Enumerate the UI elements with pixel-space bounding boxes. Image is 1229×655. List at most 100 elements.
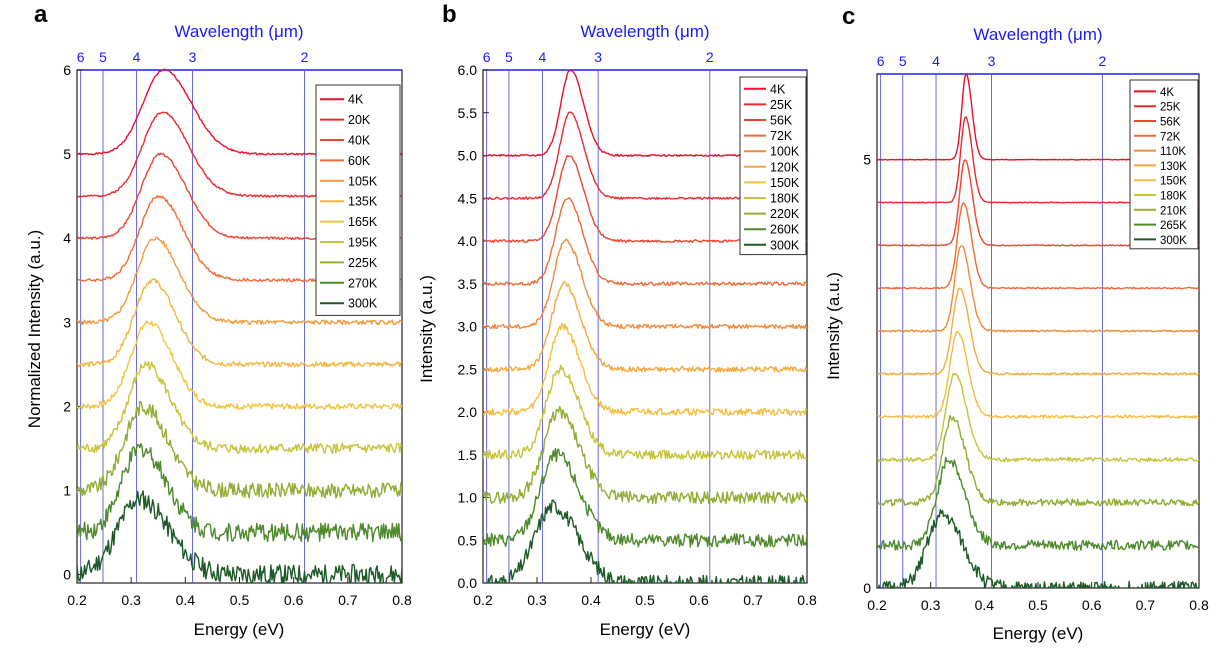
panel-a-y-tick-label: 6 <box>63 62 71 78</box>
series-line-180K <box>483 364 807 461</box>
panel-b-wavelength-tick-label: 6 <box>483 49 491 65</box>
panel-b-x-tick-label: 0.5 <box>635 592 655 608</box>
panel-a-wavelength-tick-label: 6 <box>77 49 85 65</box>
panel-a-y-tick-label: 3 <box>63 314 71 330</box>
panel-c-y-title: Intensity (a.u.) <box>824 272 843 380</box>
panel-c-wavelength-tick-label: 4 <box>932 53 940 69</box>
panel-b-x-tick-label: 0.7 <box>743 592 763 608</box>
panel-a-wavelength-tick-label: 2 <box>301 49 309 65</box>
legend-label-300K: 300K <box>1160 235 1187 247</box>
panel-b-y-tick-label: 2.0 <box>458 404 478 420</box>
panel-b-x-tick-label: 0.3 <box>527 592 547 608</box>
panel-a-top-title: Wavelength (μm) <box>174 22 303 41</box>
panel-b-x-title: Energy (eV) <box>600 620 691 639</box>
series-line-165K <box>77 320 402 410</box>
panel-b-y-tick-label: 4.0 <box>458 233 478 249</box>
legend-label-120K: 120K <box>770 160 800 174</box>
legend-label-4K: 4K <box>348 93 364 107</box>
legend-label-165K: 165K <box>348 215 378 229</box>
series-line-265K <box>877 456 1199 551</box>
panel-c-x-tick-label: 0.5 <box>1028 597 1048 613</box>
legend-label-130K: 130K <box>1160 161 1187 173</box>
panel-b-y-tick-label: 3.5 <box>458 276 478 292</box>
legend-label-150K: 150K <box>770 176 800 190</box>
panel-b-x-tick-label: 0.2 <box>473 592 493 608</box>
panel-c-letter: c <box>842 3 855 30</box>
series-line-110K <box>877 245 1199 333</box>
legend-label-20K: 20K <box>348 113 371 127</box>
legend-label-300K: 300K <box>348 297 378 311</box>
series-line-195K <box>77 361 402 455</box>
panel-c: c Wavelength (μm) Energy (eV) Intensity … <box>824 3 1209 643</box>
panel-a-letter: a <box>34 1 48 28</box>
legend-label-220K: 220K <box>770 207 800 221</box>
panel-a-y-tick-label: 5 <box>63 146 71 162</box>
legend-label-270K: 270K <box>348 276 378 290</box>
legend-label-260K: 260K <box>770 223 800 237</box>
legend-label-180K: 180K <box>770 192 800 206</box>
panel-b-y-tick-label: 1.0 <box>458 490 478 506</box>
panel-a-y-tick-label: 2 <box>63 398 71 414</box>
panel-b-y-tick-label: 4.5 <box>458 190 478 206</box>
panel-b-top-title: Wavelength (μm) <box>580 22 709 41</box>
legend-label-225K: 225K <box>348 256 378 270</box>
panel-b-y-tick-label: 3.0 <box>458 319 478 335</box>
legend-label-195K: 195K <box>348 236 378 250</box>
panel-a-y-tick-label: 1 <box>63 482 71 498</box>
panel-c-x-tick-label: 0.4 <box>975 597 995 613</box>
series-line-150K <box>483 322 807 417</box>
panel-b-y-tick-label: 6.0 <box>458 62 478 78</box>
panel-b-wavelength-tick-label: 4 <box>539 49 547 65</box>
panel-b-y-tick-label: 0.5 <box>458 532 478 548</box>
panel-c-y-tick-label: 0 <box>863 580 871 596</box>
series-line-120K <box>483 281 807 373</box>
legend-label-105K: 105K <box>348 174 378 188</box>
panel-a-x-tick-label: 0.5 <box>230 592 250 608</box>
series-line-150K <box>877 330 1199 419</box>
panel-b-wavelength-tick-label: 5 <box>505 49 513 65</box>
legend-label-210K: 210K <box>1160 205 1187 217</box>
panel-c-wavelength-tick-label: 6 <box>877 53 885 69</box>
panel-c-wavelength-tick-label: 3 <box>988 53 996 69</box>
panel-c-top-title: Wavelength (μm) <box>973 25 1102 44</box>
panel-b-x-tick-label: 0.6 <box>689 592 709 608</box>
legend-label-300K: 300K <box>770 238 800 252</box>
panel-c-x-tick-label: 0.7 <box>1136 597 1156 613</box>
panel-b: b Wavelength (μm) Energy (eV) Intensity … <box>417 1 817 639</box>
series-line-130K <box>877 287 1199 376</box>
series-line-210K <box>877 415 1199 507</box>
panel-b-y-title: Intensity (a.u.) <box>417 275 436 383</box>
panel-b-y-tick-label: 0.0 <box>458 575 478 591</box>
panel-a-wavelength-tick-label: 4 <box>133 49 141 65</box>
panel-b-x-tick-label: 0.8 <box>797 592 817 608</box>
legend-label-25K: 25K <box>1160 102 1181 114</box>
panel-a-x-tick-label: 0.3 <box>121 592 141 608</box>
legend-label-150K: 150K <box>1160 176 1187 188</box>
panel-c-x-tick-label: 0.3 <box>921 597 941 613</box>
legend-label-4K: 4K <box>770 82 786 96</box>
legend-label-135K: 135K <box>348 195 378 209</box>
panel-b-y-tick-label: 5.0 <box>458 148 478 164</box>
series-line-135K <box>77 278 402 368</box>
panel-a-x-title: Energy (eV) <box>194 620 285 639</box>
panel-a-y-tick-label: 4 <box>63 230 71 246</box>
panel-c-x-title: Energy (eV) <box>993 624 1084 643</box>
panel-a-y-title: Normalized Intensity (a.u.) <box>25 230 44 428</box>
series-line-300K <box>77 490 402 583</box>
series-line-260K <box>483 448 807 548</box>
panel-c-x-tick-label: 0.2 <box>867 597 887 613</box>
series-line-220K <box>483 405 807 505</box>
panel-a-wavelength-tick-label: 3 <box>189 49 197 65</box>
legend-label-40K: 40K <box>348 134 371 148</box>
legend-label-110K: 110K <box>1160 146 1186 158</box>
panel-a-x-tick-label: 0.7 <box>338 592 358 608</box>
panel-b-wavelength-tick-label: 3 <box>594 49 602 65</box>
panel-c-x-tick-label: 0.6 <box>1082 597 1102 613</box>
legend-label-25K: 25K <box>770 98 793 112</box>
panel-a-x-tick-label: 0.6 <box>284 592 304 608</box>
legend-label-265K: 265K <box>1160 220 1187 232</box>
legend-label-56K: 56K <box>1160 117 1181 129</box>
panel-a: a Wavelength (μm) Energy (eV) Normalized… <box>25 1 412 639</box>
panel-c-x-tick-label: 0.8 <box>1189 597 1209 613</box>
series-line-225K <box>77 400 402 499</box>
